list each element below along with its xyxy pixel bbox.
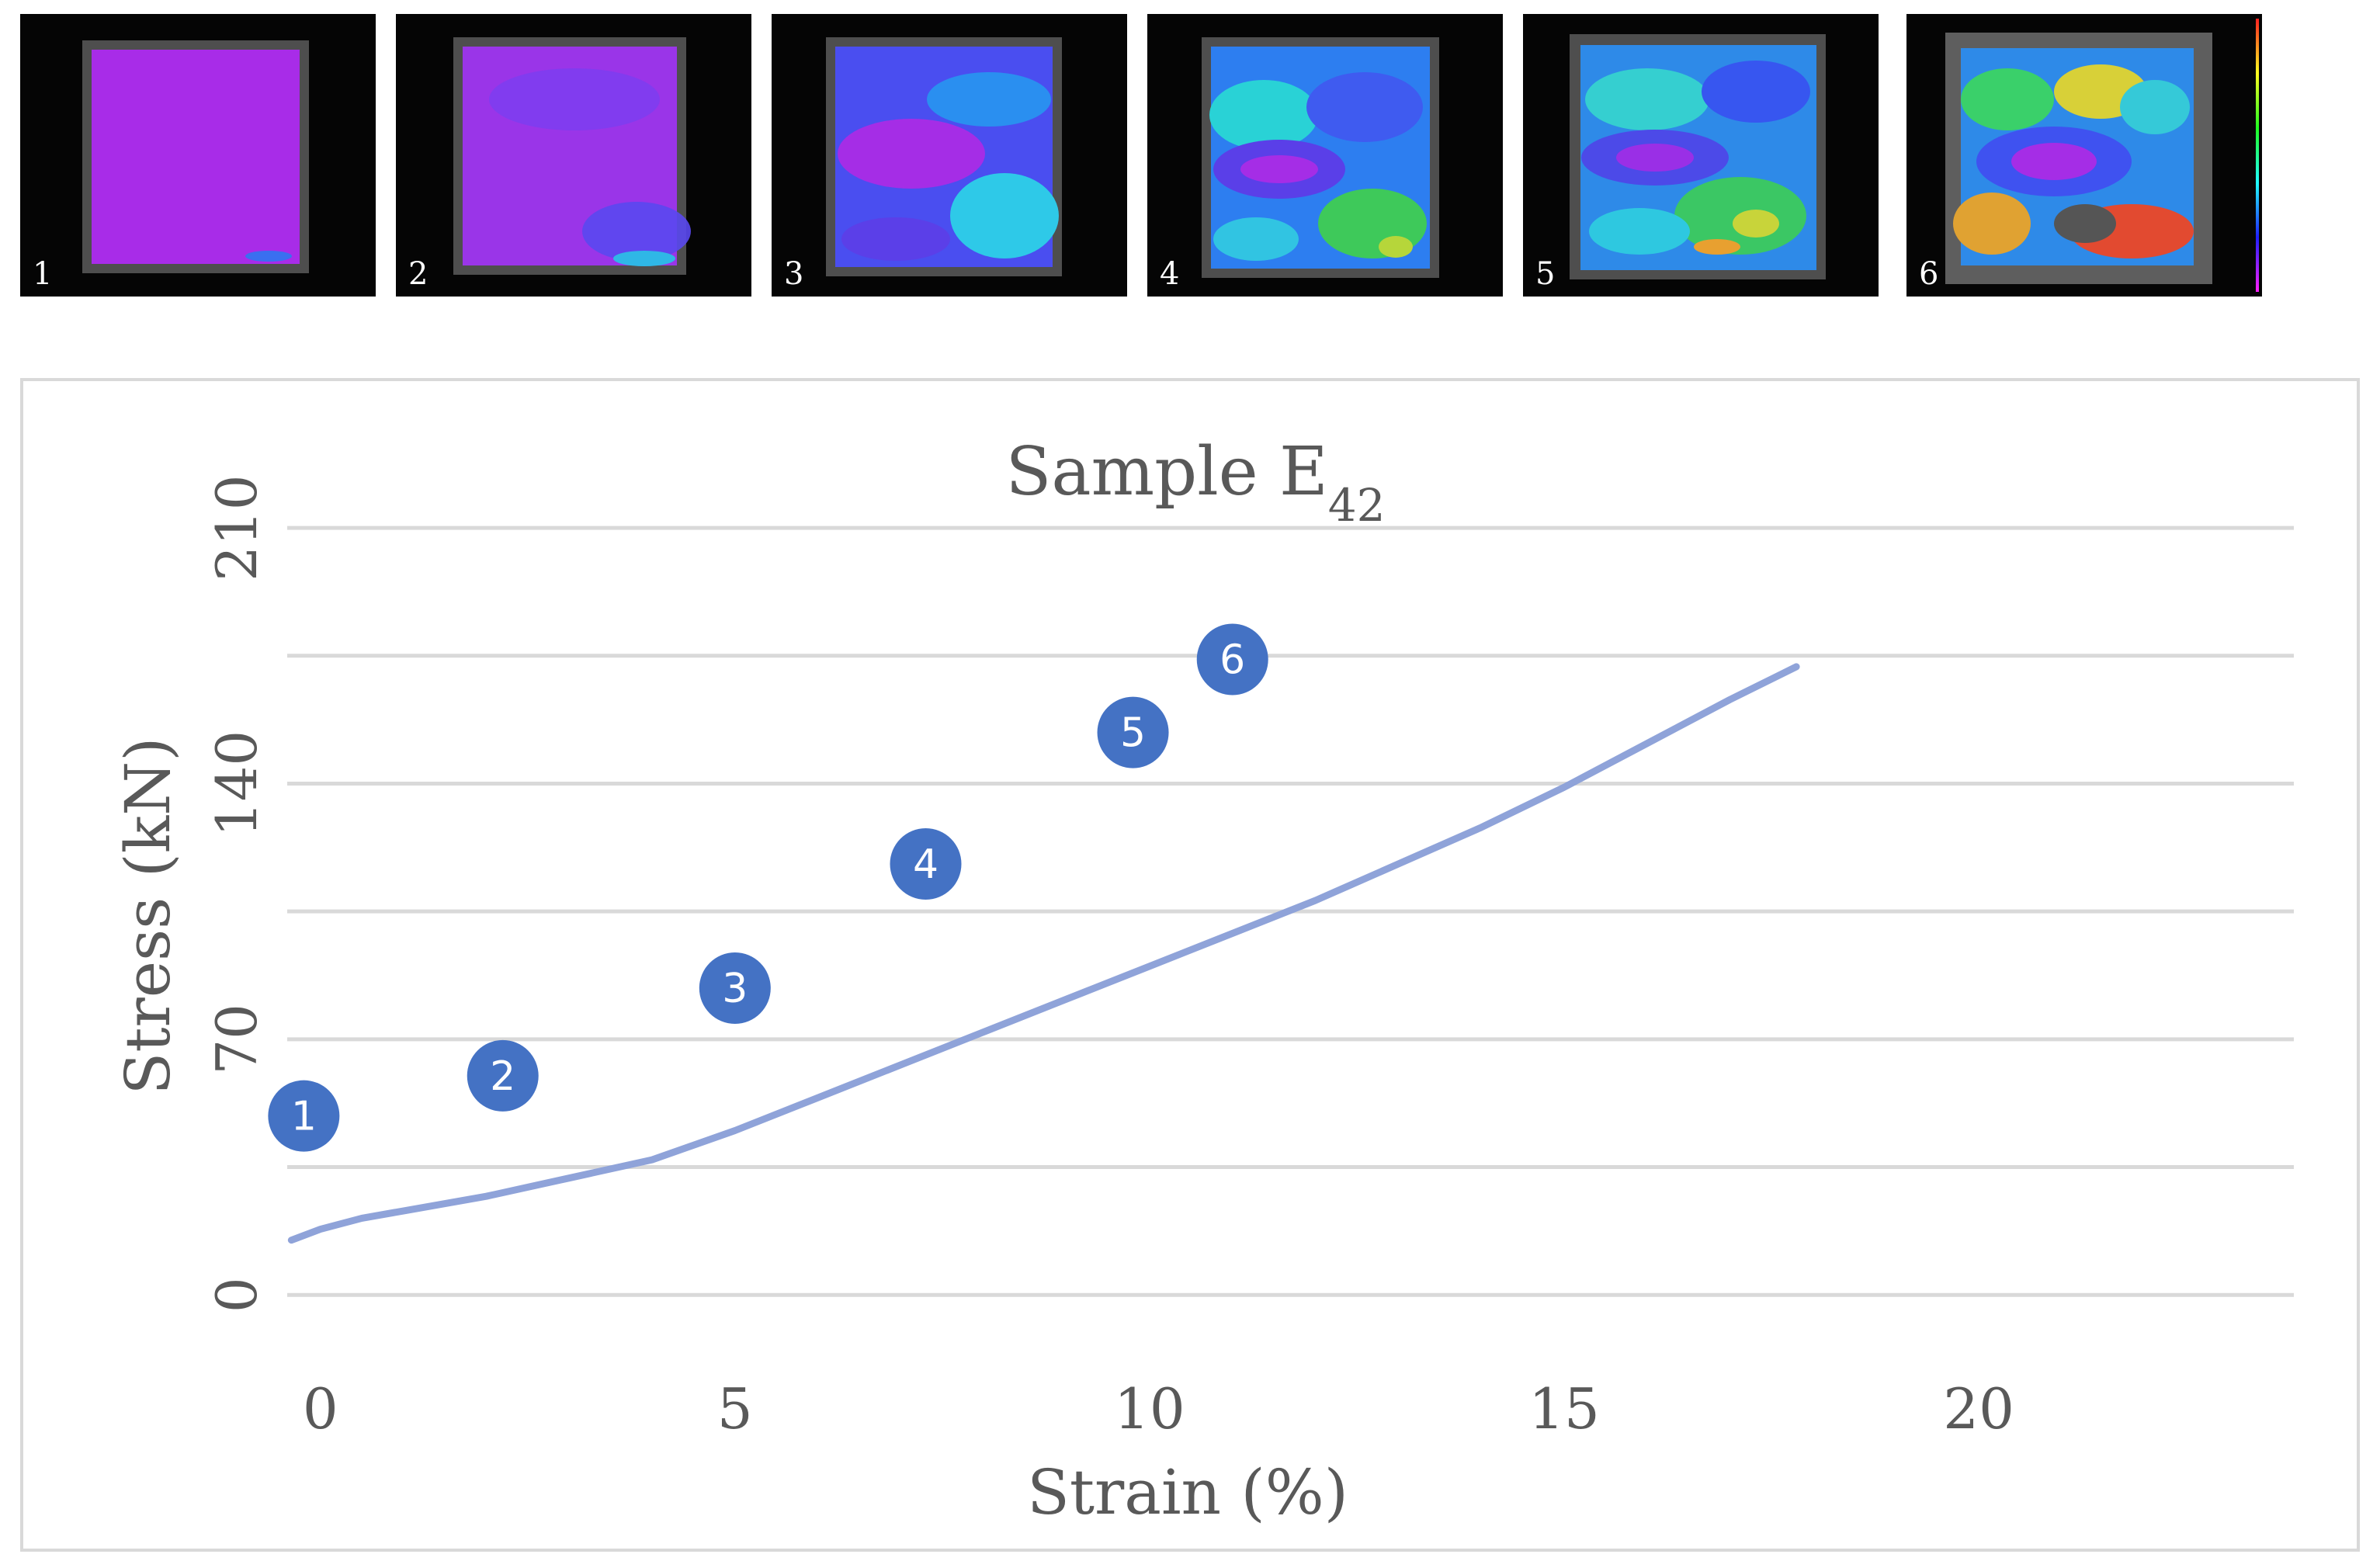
dic-panel-label: 2 <box>408 256 428 292</box>
dic-strain-map-4: 4 <box>1147 14 1503 297</box>
point-marker: 5 <box>1097 696 1169 768</box>
y-tick-label: 140 <box>204 730 269 837</box>
dic-panel-label: 6 <box>1919 256 1939 292</box>
dic-strain-map-3-image <box>772 14 1127 297</box>
dic-strain-map-6-image <box>1906 14 2262 297</box>
y-tick-label: 70 <box>204 1004 269 1075</box>
dic-strain-map-2-image <box>396 14 751 297</box>
point-marker: 6 <box>1196 623 1268 696</box>
dic-strain-map-6: 6 <box>1906 14 2262 297</box>
colorbar <box>2256 19 2259 292</box>
dic-panel-label: 4 <box>1160 256 1180 292</box>
point-marker-circle <box>890 828 962 900</box>
y-tick-label: 0 <box>204 1277 269 1313</box>
point-marker-label: 3 <box>722 966 748 1012</box>
dic-strain-map-4-image <box>1147 14 1503 297</box>
point-marker: 1 <box>268 1080 340 1152</box>
dic-strain-map-2: 2 <box>396 14 751 297</box>
point-marker-circle <box>1196 623 1268 696</box>
dic-image-strip: 1 2 3 <box>0 0 2380 310</box>
point-marker-label: 4 <box>913 841 938 888</box>
dic-strain-map-1-image <box>20 14 376 297</box>
chart-frame <box>20 378 2360 1552</box>
point-marker-label: 1 <box>291 1094 317 1140</box>
chart-title-subscript: 42 <box>1328 479 1386 532</box>
x-tick-label: 15 <box>1528 1376 1600 1441</box>
x-tick-label: 10 <box>1114 1376 1185 1441</box>
point-marker-circle <box>467 1039 539 1112</box>
dic-panel-label: 3 <box>784 256 804 292</box>
point-marker-circle <box>1097 696 1169 768</box>
point-marker-circle <box>268 1080 340 1152</box>
point-marker-label: 2 <box>490 1053 515 1100</box>
dic-strain-map-1: 1 <box>20 14 376 297</box>
series-line <box>287 663 1800 1244</box>
chart-title: Sample E42 <box>1005 433 1385 532</box>
x-tick-label: 20 <box>1943 1376 2014 1441</box>
chart-title-main: Sample E <box>1005 433 1327 511</box>
point-marker-label: 5 <box>1120 710 1146 757</box>
point-marker-label: 6 <box>1219 637 1245 684</box>
dic-panel-label: 1 <box>33 256 53 292</box>
x-axis-label: Strain (%) <box>1027 1456 1348 1528</box>
grid-layer <box>287 526 2294 1297</box>
y-tick-label: 210 <box>204 474 269 581</box>
y-axis-label: Stress (kN) <box>112 737 184 1095</box>
x-tick-label: 5 <box>717 1376 753 1441</box>
dic-panel-label: 5 <box>1535 256 1556 292</box>
dic-strain-map-5-image <box>1523 14 1879 297</box>
dic-strain-map-3: 3 <box>772 14 1127 297</box>
series-layer <box>287 663 1800 1244</box>
point-marker: 4 <box>890 828 962 900</box>
point-marker: 3 <box>699 952 771 1024</box>
x-tick-label: 0 <box>303 1376 338 1441</box>
dic-strain-map-5: 5 <box>1523 14 1879 297</box>
marker-layer: 1 2 3 4 5 6 <box>268 623 1268 1152</box>
point-marker-circle <box>699 952 771 1024</box>
point-marker: 2 <box>467 1039 539 1112</box>
y-tick-labels: 0 70 140 210 <box>204 474 269 1313</box>
x-tick-labels: 0 5 10 15 20 <box>303 1376 2014 1441</box>
